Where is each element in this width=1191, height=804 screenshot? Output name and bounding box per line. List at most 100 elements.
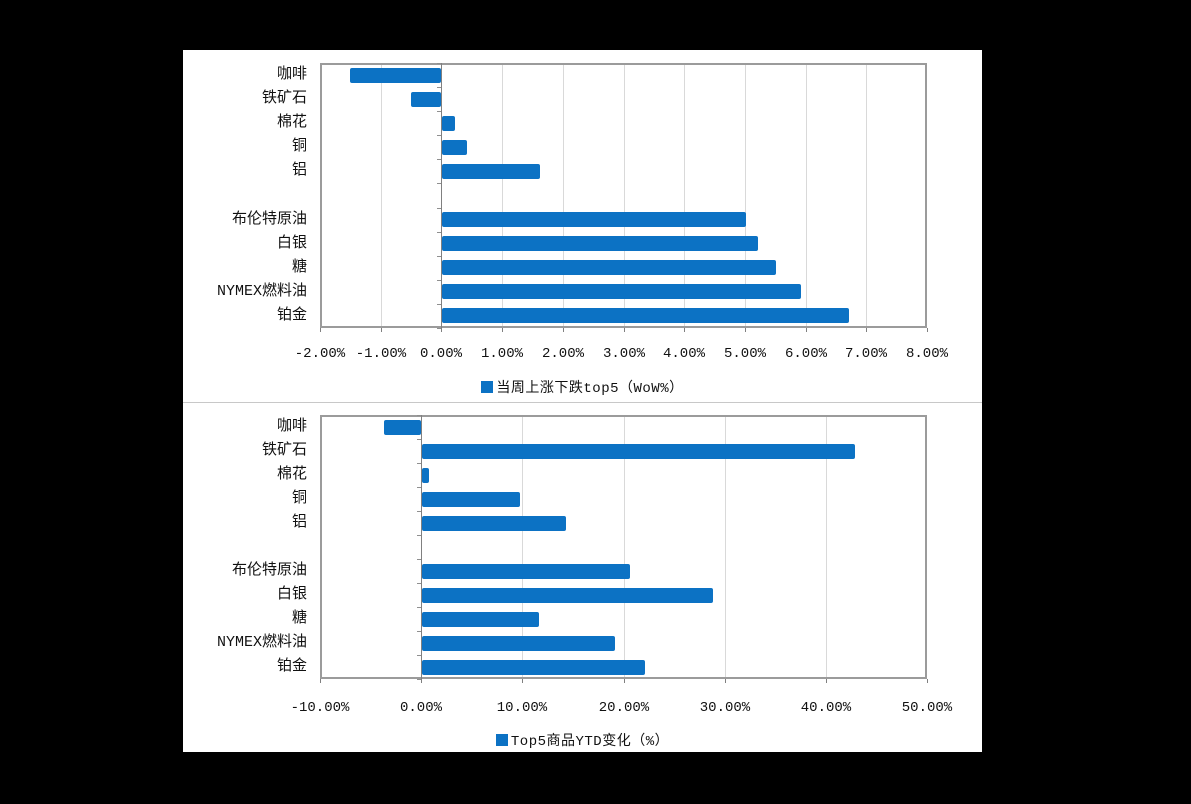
legend-marker-icon <box>495 734 508 746</box>
category-label: 糖 <box>291 610 307 627</box>
x-tick-label: 1.00% <box>480 346 523 362</box>
zero-axis-tick <box>437 304 441 305</box>
category-label: 铜 <box>291 490 307 507</box>
category-label: NYMEX燃料油 <box>216 283 307 300</box>
zero-axis-tick <box>437 208 441 209</box>
x-axis-tick <box>725 679 726 683</box>
zero-axis-tick <box>417 535 421 536</box>
zero-axis-tick <box>437 280 441 281</box>
chart-panel: 咖啡 铁矿石 棉花铜铝布伦特原油 白银糖 NYMEX燃料油 铂金 -2.00% -1.00% 0… <box>183 50 982 752</box>
category-label: 铂金 <box>276 658 307 675</box>
legend-label: Top5商品YTD变化（%） <box>510 734 670 750</box>
legend-label: 当周上涨下跌top5（WoW%） <box>496 381 684 397</box>
zero-axis-tick <box>437 328 441 329</box>
category-label: 布伦特原油 <box>231 562 307 579</box>
x-tick-label: 7.00% <box>844 346 887 362</box>
x-tick-label: 2.00% <box>541 346 584 362</box>
x-axis-tick <box>522 679 523 683</box>
zero-axis-tick <box>417 487 421 488</box>
x-axis-tick <box>745 328 746 332</box>
bar <box>422 660 645 675</box>
zero-axis-tick <box>437 232 441 233</box>
category-label: 白银 <box>276 235 307 252</box>
gridline <box>624 415 625 679</box>
category-label: 白银 <box>276 586 307 603</box>
bar <box>350 68 441 83</box>
bar <box>384 420 421 435</box>
wow-legend: 当周上涨下跌top5（WoW%） <box>183 377 982 397</box>
x-axis-tick <box>502 328 503 332</box>
bar <box>442 308 849 323</box>
zero-axis-tick <box>437 87 441 88</box>
category-label: 布伦特原油 <box>231 211 307 228</box>
gridline <box>502 63 503 328</box>
x-axis-tick <box>381 328 382 332</box>
gridline <box>684 63 685 328</box>
x-tick-label: 0.00% <box>419 346 462 362</box>
bar <box>422 612 539 627</box>
x-tick-label: -10.00% <box>290 700 350 716</box>
x-tick-label: 50.00% <box>901 700 953 716</box>
zero-axis-tick <box>437 63 441 64</box>
zero-axis-tick <box>417 559 421 560</box>
zero-axis-tick <box>437 159 441 160</box>
zero-axis-tick <box>417 463 421 464</box>
gridline <box>624 63 625 328</box>
x-axis-tick <box>320 328 321 332</box>
zero-axis-tick <box>417 631 421 632</box>
bar <box>422 564 630 579</box>
x-axis-tick <box>441 328 442 332</box>
category-label: 铜 <box>291 138 307 155</box>
gridline <box>725 415 726 679</box>
x-axis-tick <box>927 679 928 683</box>
category-label: 咖啡 <box>276 418 307 435</box>
gridline <box>381 63 382 328</box>
x-axis-tick <box>624 679 625 683</box>
gridline <box>826 415 827 679</box>
zero-axis-tick <box>417 511 421 512</box>
zero-axis-tick <box>417 583 421 584</box>
x-tick-label: 6.00% <box>784 346 827 362</box>
x-tick-label: 40.00% <box>800 700 852 716</box>
category-label: 铝 <box>291 514 307 531</box>
x-tick-label: 4.00% <box>662 346 705 362</box>
x-tick-label: -1.00% <box>355 346 407 362</box>
bar <box>422 492 520 507</box>
plot-area <box>320 63 927 328</box>
x-tick-label: -2.00% <box>294 346 346 362</box>
zero-axis-tick <box>417 415 421 416</box>
ytd-legend: Top5商品YTD变化（%） <box>183 730 982 750</box>
x-axis-tick <box>563 328 564 332</box>
x-axis-tick <box>826 679 827 683</box>
x-axis-tick <box>421 679 422 683</box>
bar <box>442 260 776 275</box>
x-tick-label: 3.00% <box>602 346 645 362</box>
zero-axis-tick <box>437 183 441 184</box>
category-label: 铂金 <box>276 307 307 324</box>
x-axis-tick <box>927 328 928 332</box>
zero-axis-tick <box>437 256 441 257</box>
legend-marker-icon <box>481 381 494 393</box>
x-axis-tick <box>684 328 685 332</box>
x-tick-label: 5.00% <box>723 346 766 362</box>
x-axis-tick <box>866 328 867 332</box>
zero-axis-tick <box>417 679 421 680</box>
gridline <box>563 63 564 328</box>
x-axis-tick <box>806 328 807 332</box>
zero-axis-tick <box>417 439 421 440</box>
x-axis-tick <box>320 679 321 683</box>
zero-axis <box>421 415 422 679</box>
x-tick-label: 20.00% <box>598 700 650 716</box>
bar <box>422 636 615 651</box>
category-label: 铁矿石 <box>261 90 307 107</box>
category-label: NYMEX燃料油 <box>216 634 307 651</box>
bar <box>442 140 467 155</box>
category-label: 铁矿石 <box>261 442 307 459</box>
bar <box>442 164 540 179</box>
gridline <box>866 63 867 328</box>
bar <box>422 588 713 603</box>
chart-divider <box>183 402 982 403</box>
bar <box>422 468 429 483</box>
x-tick-label: 30.00% <box>699 700 751 716</box>
category-label: 糖 <box>291 259 307 276</box>
